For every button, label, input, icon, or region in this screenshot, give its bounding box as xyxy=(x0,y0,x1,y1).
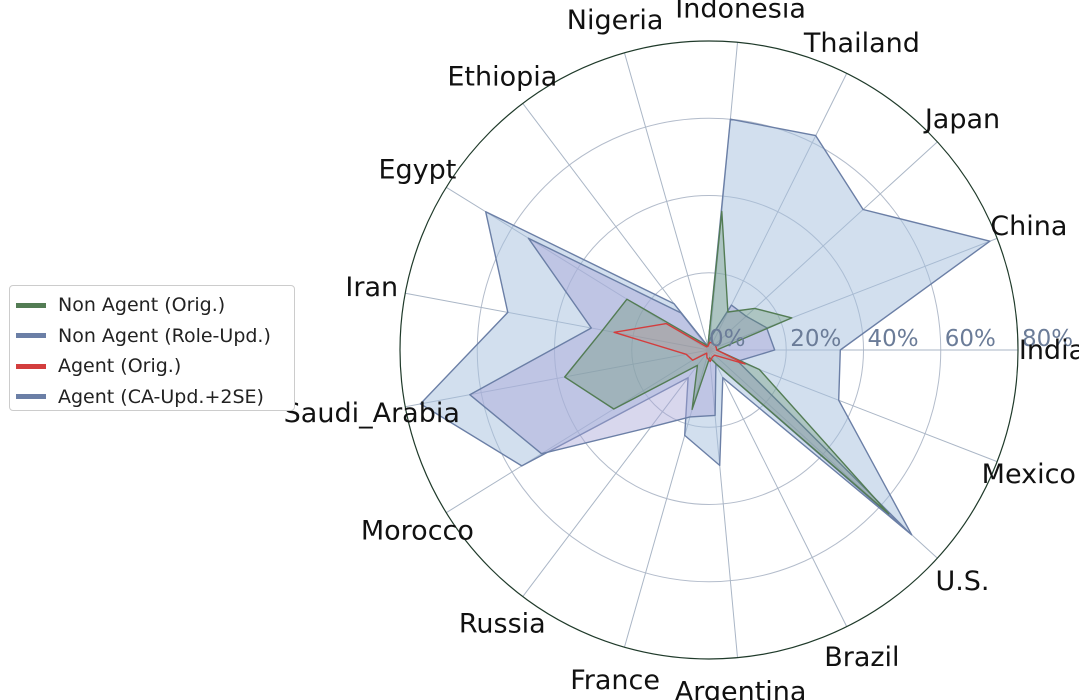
category-label: Thailand xyxy=(803,28,920,59)
legend-label: Non Agent (Role-Upd.) xyxy=(58,324,271,347)
grid-spoke xyxy=(522,349,710,597)
category-label: Morocco xyxy=(361,516,474,547)
legend-label: Non Agent (Orig.) xyxy=(58,294,226,317)
legend-item: Non Agent (Orig.) xyxy=(16,290,294,321)
category-label: India xyxy=(1019,335,1079,366)
series-0 xyxy=(564,210,890,515)
category-label: Russia xyxy=(459,609,546,640)
series-3 xyxy=(419,118,991,536)
category-label: Iran xyxy=(345,272,398,303)
legend-label: Agent (CA-Upd.+2SE) xyxy=(58,385,264,408)
category-label: Mexico xyxy=(982,459,1076,490)
grid-spoke xyxy=(708,349,848,627)
category-label: U.S. xyxy=(935,566,989,597)
series-polygon xyxy=(419,118,991,536)
category-label: Nigeria xyxy=(567,5,664,36)
legend-swatch xyxy=(16,302,46,308)
outer-ring xyxy=(399,40,1019,660)
legend-swatch xyxy=(16,363,46,369)
category-label: Saudi_Arabia xyxy=(284,398,460,429)
legend-item: Non Agent (Role-Upd.) xyxy=(16,321,294,352)
legend-item: Agent (Orig.) xyxy=(16,351,294,382)
tick-label: 40% xyxy=(868,326,919,352)
category-label: Indonesia xyxy=(675,0,806,25)
category-label: Ethiopia xyxy=(447,61,557,92)
category-label: France xyxy=(570,665,660,696)
series-polygon xyxy=(613,322,746,365)
legend-swatch xyxy=(16,333,46,339)
legend-label: Agent (Orig.) xyxy=(58,355,182,378)
radial-tick-labels: 0% 20% 40% 60% 80% xyxy=(709,326,1073,352)
tick-label: 80% xyxy=(1022,326,1073,352)
series-polygon xyxy=(564,210,890,515)
category-label: Argentina xyxy=(675,677,807,700)
category-label: Japan xyxy=(923,104,1000,135)
category-label: China xyxy=(990,211,1067,242)
category-labels: India China Japan Thailand Indonesia Nigeria E… xyxy=(284,0,1079,700)
tick-label: 20% xyxy=(790,326,841,352)
legend-swatch xyxy=(16,394,46,400)
series-2 xyxy=(613,322,746,365)
grid-spoke xyxy=(623,52,710,351)
tick-label: 0% xyxy=(709,326,746,352)
legend: Non Agent (Orig.) Non Agent (Role-Upd.) … xyxy=(9,285,295,411)
category-label: Brazil xyxy=(824,642,899,673)
legend-item: Agent (CA-Upd.+2SE) xyxy=(16,382,294,413)
radar-series xyxy=(419,118,991,536)
category-label: Egypt xyxy=(378,154,456,185)
tick-label: 60% xyxy=(945,326,996,352)
